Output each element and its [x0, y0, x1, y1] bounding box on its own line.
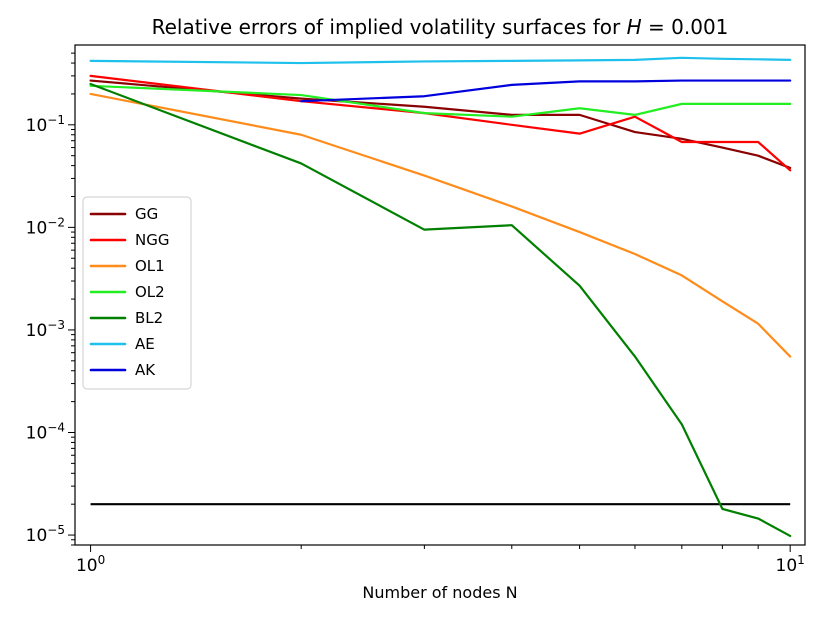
chart-title: Relative errors of implied volatility su… [152, 15, 729, 39]
legend-box [82, 196, 192, 390]
series-line-ol1 [89, 92, 792, 358]
legend-label-ol2: OL2 [135, 283, 165, 301]
chart-title-text: Relative errors of implied volatility su… [152, 15, 627, 39]
legend-label-ngg: NGG [135, 231, 169, 249]
series-line-ak [300, 79, 792, 103]
legend: GG NGG OL1 OL2 BL2 AE AK [82, 196, 192, 390]
x-minor-ticks [300, 545, 759, 549]
x-axis-label: Number of nodes N [362, 583, 517, 602]
series-line-gg [89, 79, 792, 170]
y-tick-label: 10−2 [26, 215, 65, 238]
y-tick-label: 10−5 [26, 523, 65, 546]
legend-label-ak: AK [135, 361, 156, 379]
series-line-ngg [89, 74, 792, 172]
x-tick-label: 100 [76, 553, 105, 576]
y-major-ticks: 10−5 10−4 10−3 10−2 10−1 [26, 113, 75, 546]
series-line-ol2 [89, 84, 792, 118]
plot-frame [74, 44, 806, 546]
legend-label-gg: GG [135, 205, 158, 223]
y-tick-label: 10−4 [26, 420, 65, 443]
chart-title-equals: = [642, 15, 671, 39]
y-tick-label: 10−3 [26, 318, 65, 341]
series-line-bl2 [89, 82, 792, 538]
legend-label-ae: AE [135, 335, 155, 353]
series-layer [89, 56, 792, 538]
legend-label-ol1: OL1 [135, 257, 165, 275]
y-minor-ticks [71, 52, 75, 546]
x-tick-label: 101 [776, 553, 805, 576]
chart-title-variable: H [627, 15, 642, 39]
chart-title-value: 0.001 [671, 15, 728, 39]
x-major-ticks: 100 101 [76, 545, 805, 576]
y-tick-label: 10−1 [26, 113, 65, 136]
legend-label-bl2: BL2 [135, 309, 163, 327]
series-line-ae [89, 56, 792, 65]
